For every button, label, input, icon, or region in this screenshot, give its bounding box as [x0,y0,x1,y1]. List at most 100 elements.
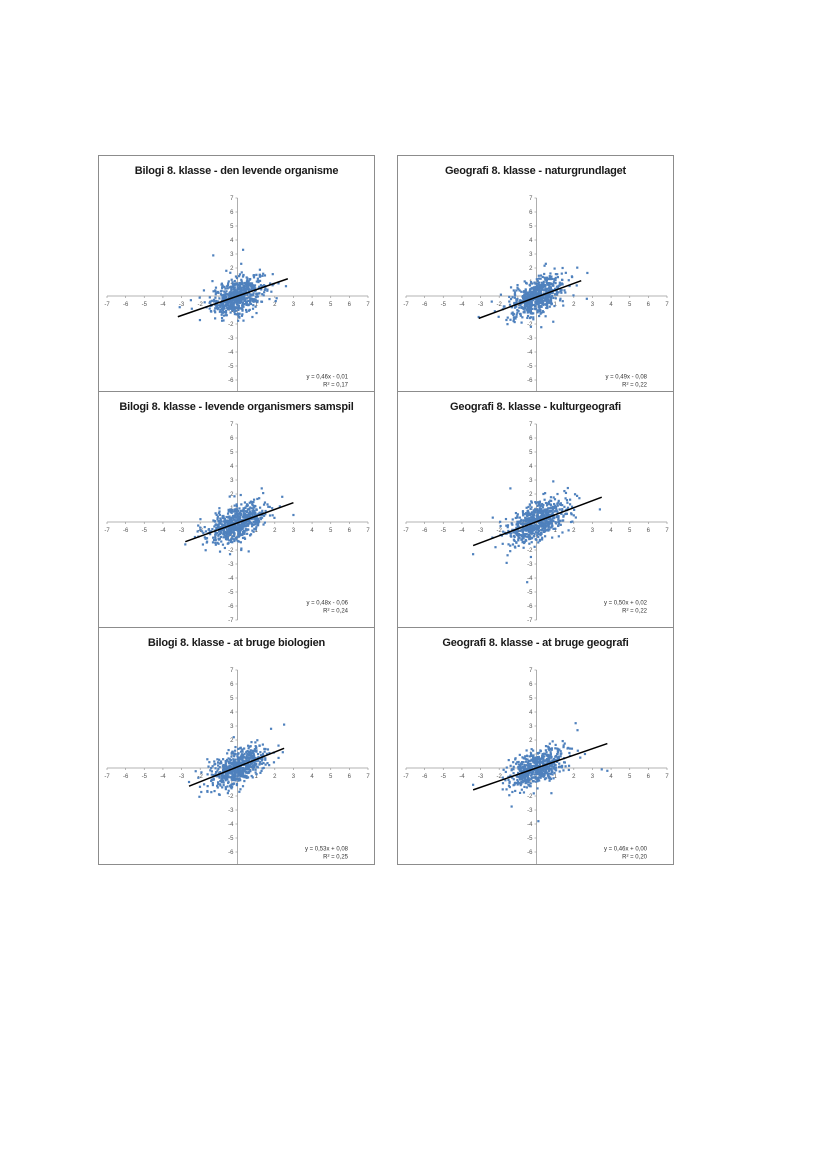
data-point [258,273,261,277]
data-point [209,533,212,536]
data-point [243,287,246,290]
data-point [521,316,524,319]
data-point [217,304,221,307]
data-point [233,282,236,285]
data-point [547,514,550,517]
data-point [537,767,540,770]
data-point [532,525,536,528]
y-tick-label: -2 [228,548,234,554]
data-point [491,516,494,519]
data-point [242,291,245,295]
data-point [231,778,234,781]
data-point [248,752,252,755]
data-point [515,315,518,318]
data-point [520,771,523,774]
data-point [554,754,558,758]
data-point [222,310,226,314]
data-point [253,506,256,509]
data-point [248,512,252,515]
data-point [537,274,540,277]
data-point [536,508,539,511]
data-point-cloud [477,262,589,329]
data-point [253,763,256,766]
data-point [212,519,215,522]
data-point [507,543,510,546]
data-point [239,509,243,513]
data-point [536,531,539,534]
data-point [248,757,251,761]
data-point [517,544,520,547]
data-point [254,305,257,308]
data-point [241,757,244,760]
data-point [234,764,238,767]
data-point [544,262,547,265]
data-point [546,755,550,758]
data-point [239,281,242,285]
data-point [221,309,225,312]
data-point [534,292,537,296]
data-point [231,761,234,764]
data-point [238,507,241,510]
data-point [532,513,535,516]
data-point [499,293,503,296]
data-point [228,533,231,536]
data-point [527,302,530,305]
data-point [252,276,256,279]
data-point [225,536,228,539]
data-point [567,768,570,772]
data-point [546,304,549,308]
data-point [261,509,264,512]
data-point [523,307,527,310]
data-point [528,755,531,758]
data-point [506,323,509,326]
data-point [245,766,248,769]
data-point [227,757,230,760]
data-point [512,531,515,534]
data-point [515,530,519,534]
data-point [548,275,551,278]
data-point [521,528,525,531]
data-point [217,512,221,515]
data-point [523,763,526,767]
data-point [512,316,515,319]
data-point [258,762,261,765]
data-point [241,301,244,304]
data-point [522,514,525,517]
data-point [552,480,555,483]
data-point [508,295,511,298]
data-point [223,293,226,296]
data-point [230,289,233,292]
data-point [539,274,543,277]
data-point [512,313,515,317]
data-point [539,277,542,280]
data-point [549,504,552,507]
data-point [238,523,241,526]
data-point [523,290,526,293]
data-point [521,511,525,514]
data-point [539,308,542,312]
data-point [260,513,263,517]
data-point [537,517,540,520]
data-point [532,295,535,298]
data-point [523,773,527,777]
data-point [201,543,205,546]
data-point [248,754,251,757]
data-point [247,519,250,523]
data-point [512,538,515,541]
data-point [519,777,522,781]
data-point [525,302,528,305]
data-point [243,501,247,504]
data-point [568,747,572,750]
data-point [538,507,541,510]
data-point [237,540,241,543]
data-point [521,530,525,533]
data-point [220,528,223,531]
data-point [537,541,540,544]
data-point [516,286,519,289]
data-point [533,511,536,514]
data-point [530,506,533,509]
data-point [232,527,235,530]
x-tick-label: -5 [441,528,447,534]
data-point [537,761,540,764]
data-point [232,294,235,297]
